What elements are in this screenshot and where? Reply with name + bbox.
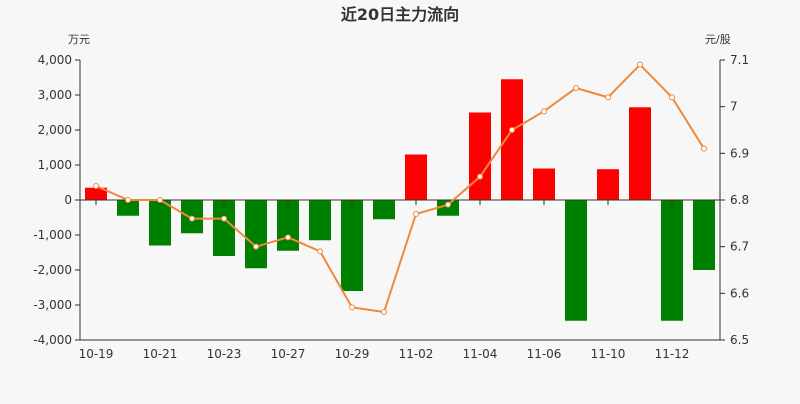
price-point — [605, 94, 611, 101]
chart-title: 近20日主力流向 — [341, 5, 459, 24]
flow-bar — [405, 154, 427, 200]
flow-bar — [149, 200, 171, 246]
price-point — [125, 197, 131, 203]
price-point — [509, 127, 515, 133]
x-tick-label: 10-23 — [207, 347, 242, 361]
flow-bar — [693, 200, 715, 270]
flow-bar — [629, 107, 651, 200]
flow-bar — [565, 200, 587, 321]
left-tick-label: -4,000 — [33, 333, 72, 347]
right-tick-label: 6.9 — [730, 146, 749, 160]
right-axis: 7.1 7 6.9 6.8 6.7 6.6 6.5 — [719, 53, 749, 347]
bar-series — [85, 79, 715, 321]
x-tick-label: 10-19 — [79, 347, 114, 361]
flow-bar — [597, 169, 619, 200]
price-point — [349, 304, 355, 311]
price-point — [317, 248, 323, 255]
x-tick-label: 11-12 — [655, 347, 690, 361]
flow-bar — [277, 200, 299, 251]
x-tick-label: 11-10 — [591, 347, 626, 361]
x-tick-label: 10-21 — [143, 347, 178, 361]
flow-bar — [213, 200, 235, 256]
left-tick-label: -2,000 — [33, 263, 72, 277]
price-line — [95, 63, 705, 314]
x-tick-label: 11-06 — [527, 347, 562, 361]
price-point — [637, 61, 643, 68]
flow-bar — [661, 200, 683, 321]
price-point — [285, 234, 291, 241]
flow-bar — [341, 200, 363, 291]
right-tick-label: 6.8 — [730, 193, 749, 207]
x-tick-label: 10-29 — [335, 347, 370, 361]
price-point — [701, 145, 707, 152]
price-point — [93, 183, 99, 189]
price-point — [477, 173, 483, 180]
x-tick-label: 11-04 — [463, 347, 498, 361]
price-line-series — [93, 61, 707, 315]
left-tick-label: 3,000 — [38, 88, 72, 102]
flow-bar — [245, 200, 267, 269]
price-point — [669, 94, 675, 101]
right-tick-label: 7.1 — [730, 53, 749, 67]
price-point — [253, 243, 259, 250]
right-tick-label: 6.7 — [730, 240, 749, 254]
left-tick-label: -1,000 — [33, 228, 72, 242]
price-point — [445, 201, 451, 208]
price-point — [157, 197, 163, 203]
flow-bar — [533, 168, 555, 200]
flow-bar — [469, 112, 491, 200]
left-tick-label: 4,000 — [38, 53, 72, 67]
flow-bar — [117, 200, 139, 216]
flow-bar — [501, 79, 523, 200]
flow-bar — [373, 200, 395, 220]
flow-bar — [437, 200, 459, 216]
right-axis-unit: 元/股 — [705, 33, 731, 46]
left-tick-label: 2,000 — [38, 123, 72, 137]
price-point — [381, 309, 387, 315]
price-point — [541, 108, 547, 115]
price-point — [413, 211, 419, 217]
price-point — [221, 215, 227, 222]
right-tick-label: 6.5 — [730, 333, 749, 347]
left-axis: 4,000 3,000 2,000 1,000 0 -1,000 -2,000 -3,000 -… — [33, 53, 81, 347]
right-tick-label: 6.6 — [730, 286, 749, 300]
right-tick-label: 7 — [730, 100, 738, 114]
x-tick-label: 11-02 — [399, 347, 434, 361]
x-axis: 10-19 10-21 10-23 10-27 10-29 11-02 11-04 11-06… — [79, 199, 720, 361]
flow-bar — [85, 187, 107, 200]
left-tick-label: 0 — [64, 193, 72, 207]
left-tick-label: 1,000 — [38, 158, 72, 172]
left-axis-unit: 万元 — [68, 33, 90, 46]
flow-bar — [309, 200, 331, 241]
price-point — [189, 215, 195, 222]
left-tick-label: -3,000 — [33, 298, 72, 312]
price-point — [573, 85, 579, 91]
x-tick-label: 10-27 — [271, 347, 306, 361]
